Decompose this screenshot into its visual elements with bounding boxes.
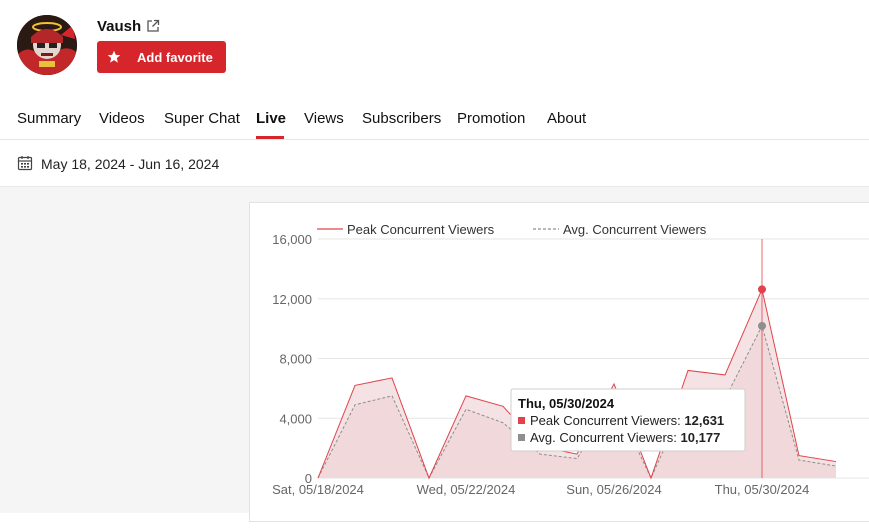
tooltip-row: Peak Concurrent Viewers: 12,631 <box>530 413 724 428</box>
tab-views[interactable]: Views <box>304 110 344 127</box>
tab-subscribers[interactable]: Subscribers <box>362 110 442 127</box>
concurrent-viewers-chart[interactable]: 0 4,000 8,000 12,000 16,000 Sat, 05/18/2024 We… <box>250 203 869 523</box>
legend-avg-label: Avg. Concurrent Viewers <box>563 222 707 237</box>
tab-summary[interactable]: Summary <box>17 110 82 127</box>
x-tick-label: Wed, 05/22/2024 <box>417 482 516 497</box>
channel-avatar[interactable] <box>17 15 77 75</box>
external-link-icon[interactable] <box>146 19 160 33</box>
star-icon <box>107 50 121 63</box>
live-chart-card: 0 4,000 8,000 12,000 16,000 Sat, 05/18/2024 We… <box>249 202 869 522</box>
channel-header: Vaush Add favorite <box>0 0 869 100</box>
tab-videos[interactable]: Videos <box>99 110 145 127</box>
tab-live[interactable]: Live <box>256 110 287 127</box>
x-tick-label: Thu, 05/30/2024 <box>715 482 810 497</box>
tooltip-row-label: Avg. Concurrent Viewers: <box>530 430 681 445</box>
y-tick-label: 8,000 <box>279 352 312 367</box>
legend-peak-label: Peak Concurrent Viewers <box>347 222 495 237</box>
add-favorite-button[interactable]: Add favorite <box>97 41 226 73</box>
avatar-image <box>17 15 77 75</box>
tooltip-row: Avg. Concurrent Viewers: 10,177 <box>530 430 720 445</box>
y-tick-label: 0 <box>305 471 312 486</box>
avg-hover-point <box>758 321 766 330</box>
channel-name[interactable]: Vaush <box>97 18 142 35</box>
avg-series-line <box>317 324 837 480</box>
date-range-text: May 18, 2024 - Jun 16, 2024 <box>41 156 220 172</box>
y-tick-label: 4,000 <box>279 411 312 426</box>
tooltip-row-value: 12,631 <box>684 413 724 428</box>
y-tick-label: 16,000 <box>272 232 312 247</box>
tooltip-title: Thu, 05/30/2024 <box>518 396 615 411</box>
date-range-row[interactable]: May 18, 2024 - Jun 16, 2024 <box>0 141 869 187</box>
tab-bar: Summary Videos Super Chat Live Views Sub… <box>0 100 869 140</box>
tab-promotion[interactable]: Promotion <box>457 110 526 127</box>
peak-series-line <box>317 287 837 480</box>
peak-hover-point <box>758 285 766 294</box>
tooltip-box <box>510 388 746 452</box>
x-tick-label: Sat, 05/18/2024 <box>272 482 364 497</box>
y-tick-label: 12,000 <box>272 292 312 307</box>
tooltip-row-value: 10,177 <box>681 430 721 445</box>
calendar-icon <box>17 156 33 171</box>
active-tab-indicator <box>256 136 284 139</box>
tooltip-swatch <box>518 417 525 424</box>
tooltip-swatch <box>518 434 525 441</box>
add-favorite-label: Add favorite <box>137 49 213 65</box>
tooltip-row-label: Peak Concurrent Viewers: <box>530 413 684 428</box>
tab-about[interactable]: About <box>547 110 587 127</box>
x-tick-label: Sun, 05/26/2024 <box>566 482 661 497</box>
tab-super-chat[interactable]: Super Chat <box>164 110 240 127</box>
